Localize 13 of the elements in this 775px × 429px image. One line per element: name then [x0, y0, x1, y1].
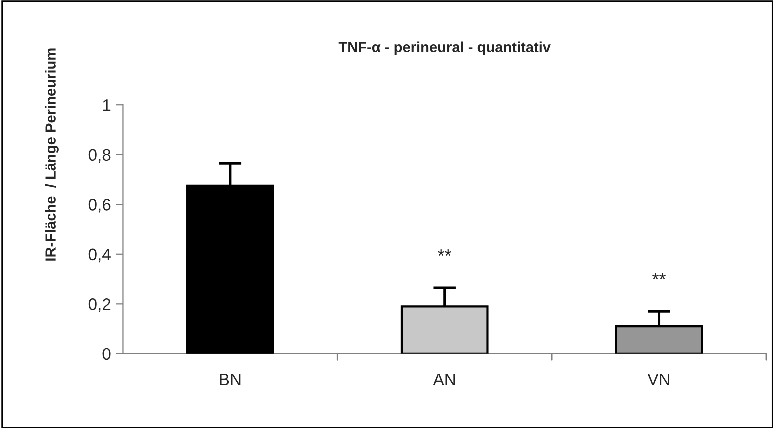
x-tick-label: AN	[433, 374, 456, 386]
y-tick-label: 1	[103, 100, 111, 112]
y-tick-label: 0	[102, 348, 111, 360]
y-axis-title: IR-Fläche / Länge Perineurium	[45, 48, 59, 261]
y-tick-label: 0,6	[88, 199, 111, 213]
annotation: **	[652, 273, 666, 280]
y-tick-label: 0,8	[88, 149, 111, 164]
y-tick-label: 0,4	[88, 248, 111, 263]
x-tick-label: BN	[220, 374, 241, 386]
chart-title: TNF-α - perineural - quantitativ	[338, 42, 551, 56]
annotation: **	[438, 250, 452, 256]
x-tick-label: VN	[648, 374, 670, 386]
y-tick-label: 0,2	[88, 298, 111, 312]
